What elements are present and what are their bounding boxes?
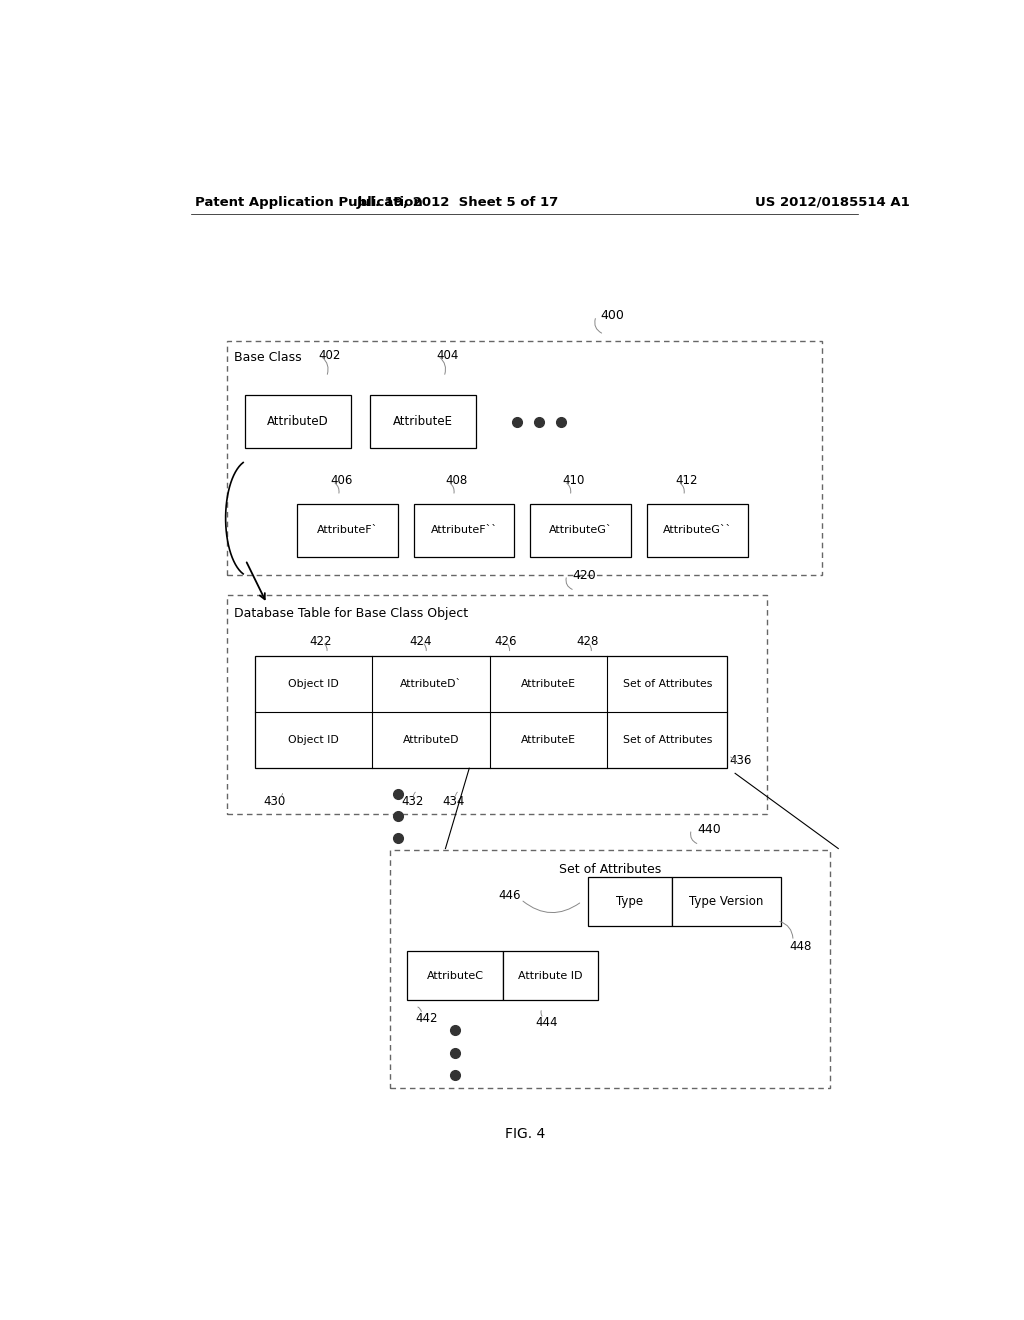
Text: 402: 402 — [318, 348, 341, 362]
Text: AttributeE: AttributeE — [393, 416, 453, 428]
Text: Set of Attributes: Set of Attributes — [623, 680, 712, 689]
Text: Object ID: Object ID — [289, 680, 339, 689]
Bar — [246, 395, 351, 447]
Text: 406: 406 — [331, 474, 352, 487]
Bar — [408, 952, 503, 1001]
Text: 446: 446 — [499, 888, 521, 902]
Text: AttributeE: AttributeE — [521, 735, 577, 746]
Text: Type: Type — [616, 895, 643, 908]
Text: 412: 412 — [676, 474, 698, 487]
Text: Attribute ID: Attribute ID — [518, 970, 583, 981]
Text: 442: 442 — [416, 1011, 438, 1024]
Text: Type Version: Type Version — [689, 895, 764, 908]
Text: AttributeG`: AttributeG` — [549, 525, 612, 536]
Text: AttributeD`: AttributeD` — [400, 680, 462, 689]
Text: AttributeD: AttributeD — [267, 416, 329, 428]
Text: 440: 440 — [697, 822, 721, 836]
Bar — [255, 656, 727, 768]
Text: 400: 400 — [600, 309, 624, 322]
Bar — [588, 876, 672, 925]
Bar — [647, 504, 748, 557]
Bar — [227, 595, 767, 814]
Text: 422: 422 — [309, 635, 332, 648]
Text: Jul. 19, 2012  Sheet 5 of 17: Jul. 19, 2012 Sheet 5 of 17 — [356, 195, 558, 209]
Text: 426: 426 — [495, 635, 517, 648]
Text: US 2012/0185514 A1: US 2012/0185514 A1 — [755, 195, 909, 209]
Bar — [297, 504, 397, 557]
Text: Set of Attributes: Set of Attributes — [559, 863, 662, 876]
Text: AttributeD: AttributeD — [402, 735, 460, 746]
Text: AttributeE: AttributeE — [521, 680, 577, 689]
Bar — [390, 850, 830, 1089]
Bar — [503, 952, 598, 1001]
Text: AttributeF`: AttributeF` — [316, 525, 378, 536]
Text: 432: 432 — [401, 795, 423, 808]
Text: 404: 404 — [436, 348, 459, 362]
Bar — [227, 342, 822, 576]
Bar — [414, 504, 514, 557]
Text: AttributeG``: AttributeG`` — [663, 525, 732, 536]
Text: 434: 434 — [442, 795, 465, 808]
Text: 420: 420 — [572, 569, 596, 582]
Text: AttributeF``: AttributeF`` — [431, 525, 498, 536]
Text: 410: 410 — [562, 474, 585, 487]
Text: 428: 428 — [577, 635, 599, 648]
Text: 436: 436 — [729, 754, 752, 767]
Text: Database Table for Base Class Object: Database Table for Base Class Object — [233, 607, 468, 620]
Text: 444: 444 — [535, 1016, 557, 1028]
Text: Base Class: Base Class — [233, 351, 301, 364]
Bar — [530, 504, 631, 557]
Text: 408: 408 — [445, 474, 468, 487]
Text: 424: 424 — [410, 635, 432, 648]
Bar — [672, 876, 781, 925]
Text: Set of Attributes: Set of Attributes — [623, 735, 712, 746]
Text: 448: 448 — [790, 940, 811, 953]
Text: AttributeC: AttributeC — [426, 970, 483, 981]
Text: FIG. 4: FIG. 4 — [505, 1127, 545, 1142]
Text: Patent Application Publication: Patent Application Publication — [196, 195, 423, 209]
Text: 430: 430 — [264, 795, 286, 808]
Text: Object ID: Object ID — [289, 735, 339, 746]
Bar — [370, 395, 475, 447]
